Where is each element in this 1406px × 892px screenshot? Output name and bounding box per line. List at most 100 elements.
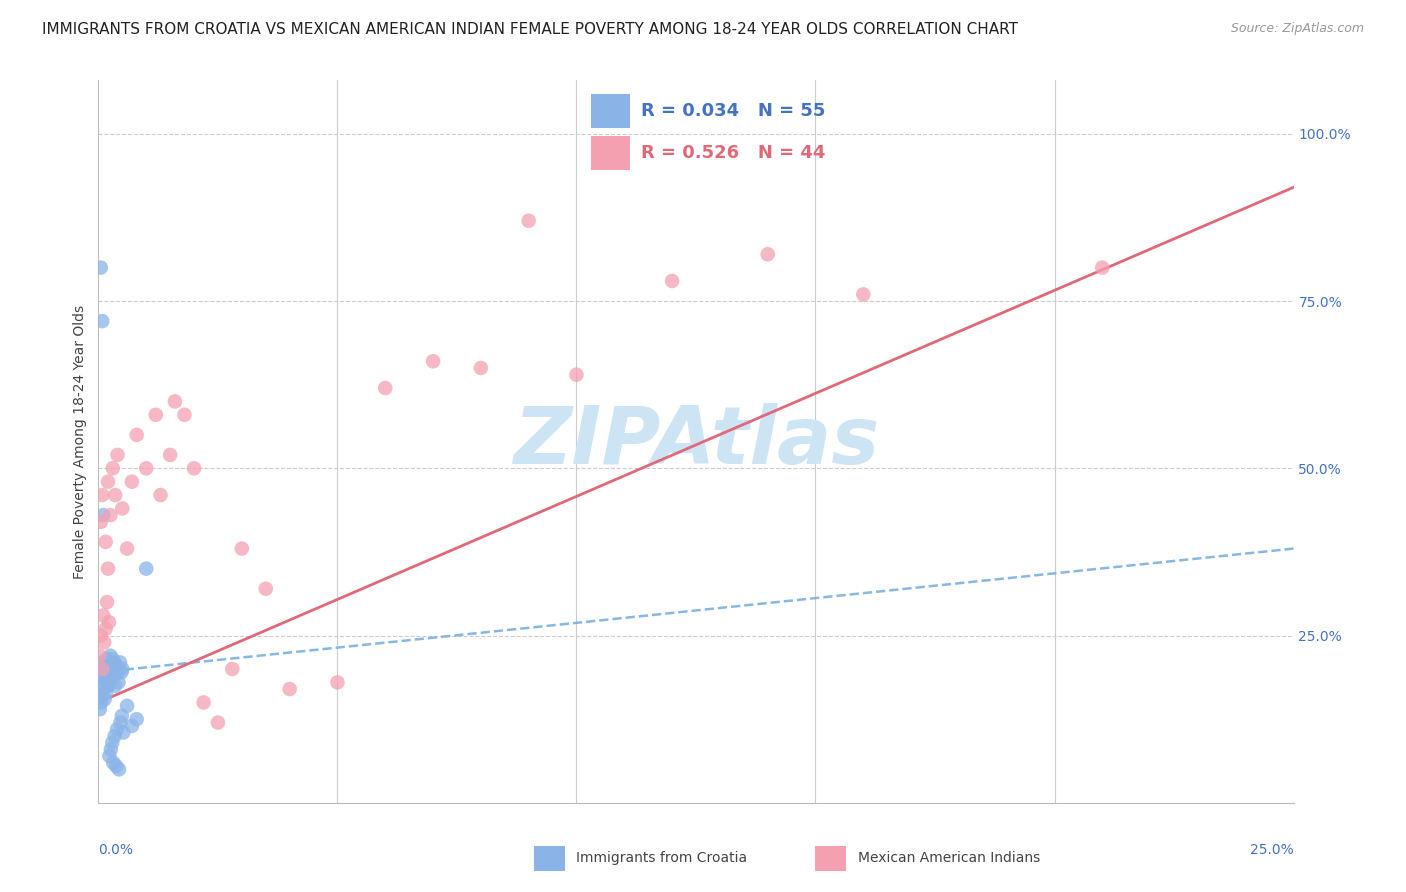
Point: [112, 725, 135, 739]
Point: [101, 735, 124, 749]
Point: [94, 665, 117, 680]
Point: [107, 665, 129, 680]
Point: [91, 508, 114, 523]
Point: [104, 488, 127, 502]
Point: [125, 712, 148, 726]
Point: [97, 669, 120, 683]
Point: [107, 675, 129, 690]
Point: [326, 675, 349, 690]
Point: [97, 665, 120, 680]
Point: [93, 672, 115, 686]
Point: [852, 287, 875, 301]
Text: Mexican American Indians: Mexican American Indians: [858, 851, 1040, 865]
Point: [97, 675, 120, 690]
Point: [135, 461, 157, 475]
Point: [90, 515, 112, 529]
Point: [100, 742, 122, 756]
Point: [93, 635, 115, 649]
Point: [517, 214, 540, 228]
Point: [135, 562, 157, 576]
Point: [89, 658, 111, 673]
Point: [104, 679, 127, 693]
Point: [121, 475, 143, 489]
Point: [103, 669, 125, 683]
Point: [101, 461, 124, 475]
Point: [110, 665, 132, 680]
Point: [254, 582, 277, 596]
Point: [173, 408, 195, 422]
Point: [111, 708, 134, 723]
Point: [90, 628, 112, 642]
Point: [661, 274, 683, 288]
Point: [94, 534, 117, 549]
Point: [98, 508, 122, 523]
Text: 25.0%: 25.0%: [1250, 843, 1294, 856]
Point: [93, 672, 115, 686]
Point: [149, 488, 172, 502]
Y-axis label: Female Poverty Among 18-24 Year Olds: Female Poverty Among 18-24 Year Olds: [73, 304, 87, 579]
Point: [91, 488, 114, 502]
Point: [115, 698, 138, 713]
Point: [98, 672, 122, 686]
Point: [756, 247, 779, 261]
Point: [98, 648, 122, 663]
Point: [94, 662, 117, 676]
Point: [565, 368, 588, 382]
Point: [90, 665, 112, 680]
Text: 0.0%: 0.0%: [98, 843, 134, 856]
Point: [145, 408, 167, 422]
Point: [105, 658, 128, 673]
Point: [221, 662, 243, 676]
Point: [101, 652, 124, 666]
Text: IMMIGRANTS FROM CROATIA VS MEXICAN AMERICAN INDIAN FEMALE POVERTY AMONG 18-24 YE: IMMIGRANTS FROM CROATIA VS MEXICAN AMERI…: [42, 22, 1018, 37]
Point: [104, 729, 127, 743]
Point: [374, 381, 396, 395]
Text: ZIPAtlas: ZIPAtlas: [513, 402, 879, 481]
Point: [91, 662, 114, 676]
Point: [90, 679, 112, 693]
Point: [110, 715, 132, 730]
Point: [183, 461, 205, 475]
Point: [111, 501, 134, 516]
Point: [105, 723, 128, 737]
Point: [121, 719, 143, 733]
Point: [278, 681, 301, 696]
Text: Immigrants from Croatia: Immigrants from Croatia: [576, 851, 748, 865]
Point: [125, 427, 148, 442]
Point: [91, 314, 114, 328]
Point: [108, 655, 131, 669]
Text: R = 0.034   N = 55: R = 0.034 N = 55: [641, 102, 825, 120]
Point: [207, 715, 229, 730]
Point: [91, 608, 114, 623]
Point: [94, 622, 117, 636]
Point: [1091, 260, 1114, 275]
Point: [89, 648, 111, 663]
Point: [470, 361, 492, 376]
Text: Source: ZipAtlas.com: Source: ZipAtlas.com: [1230, 22, 1364, 36]
Point: [98, 749, 121, 764]
Point: [87, 658, 110, 673]
Text: R = 0.526   N = 44: R = 0.526 N = 44: [641, 145, 825, 162]
Point: [96, 595, 118, 609]
Point: [103, 655, 125, 669]
Point: [163, 394, 186, 409]
Point: [422, 354, 444, 368]
Point: [231, 541, 253, 556]
Point: [91, 689, 114, 703]
Point: [96, 675, 118, 690]
Point: [90, 696, 112, 710]
Point: [97, 675, 120, 690]
Point: [89, 702, 111, 716]
Point: [105, 759, 128, 773]
Point: [93, 692, 115, 706]
Point: [89, 685, 111, 699]
Point: [101, 662, 124, 676]
Point: [90, 260, 112, 275]
Point: [97, 679, 120, 693]
Point: [193, 696, 215, 710]
Point: [97, 475, 120, 489]
Point: [107, 448, 129, 462]
Point: [94, 685, 117, 699]
Point: [96, 679, 118, 693]
Point: [159, 448, 181, 462]
